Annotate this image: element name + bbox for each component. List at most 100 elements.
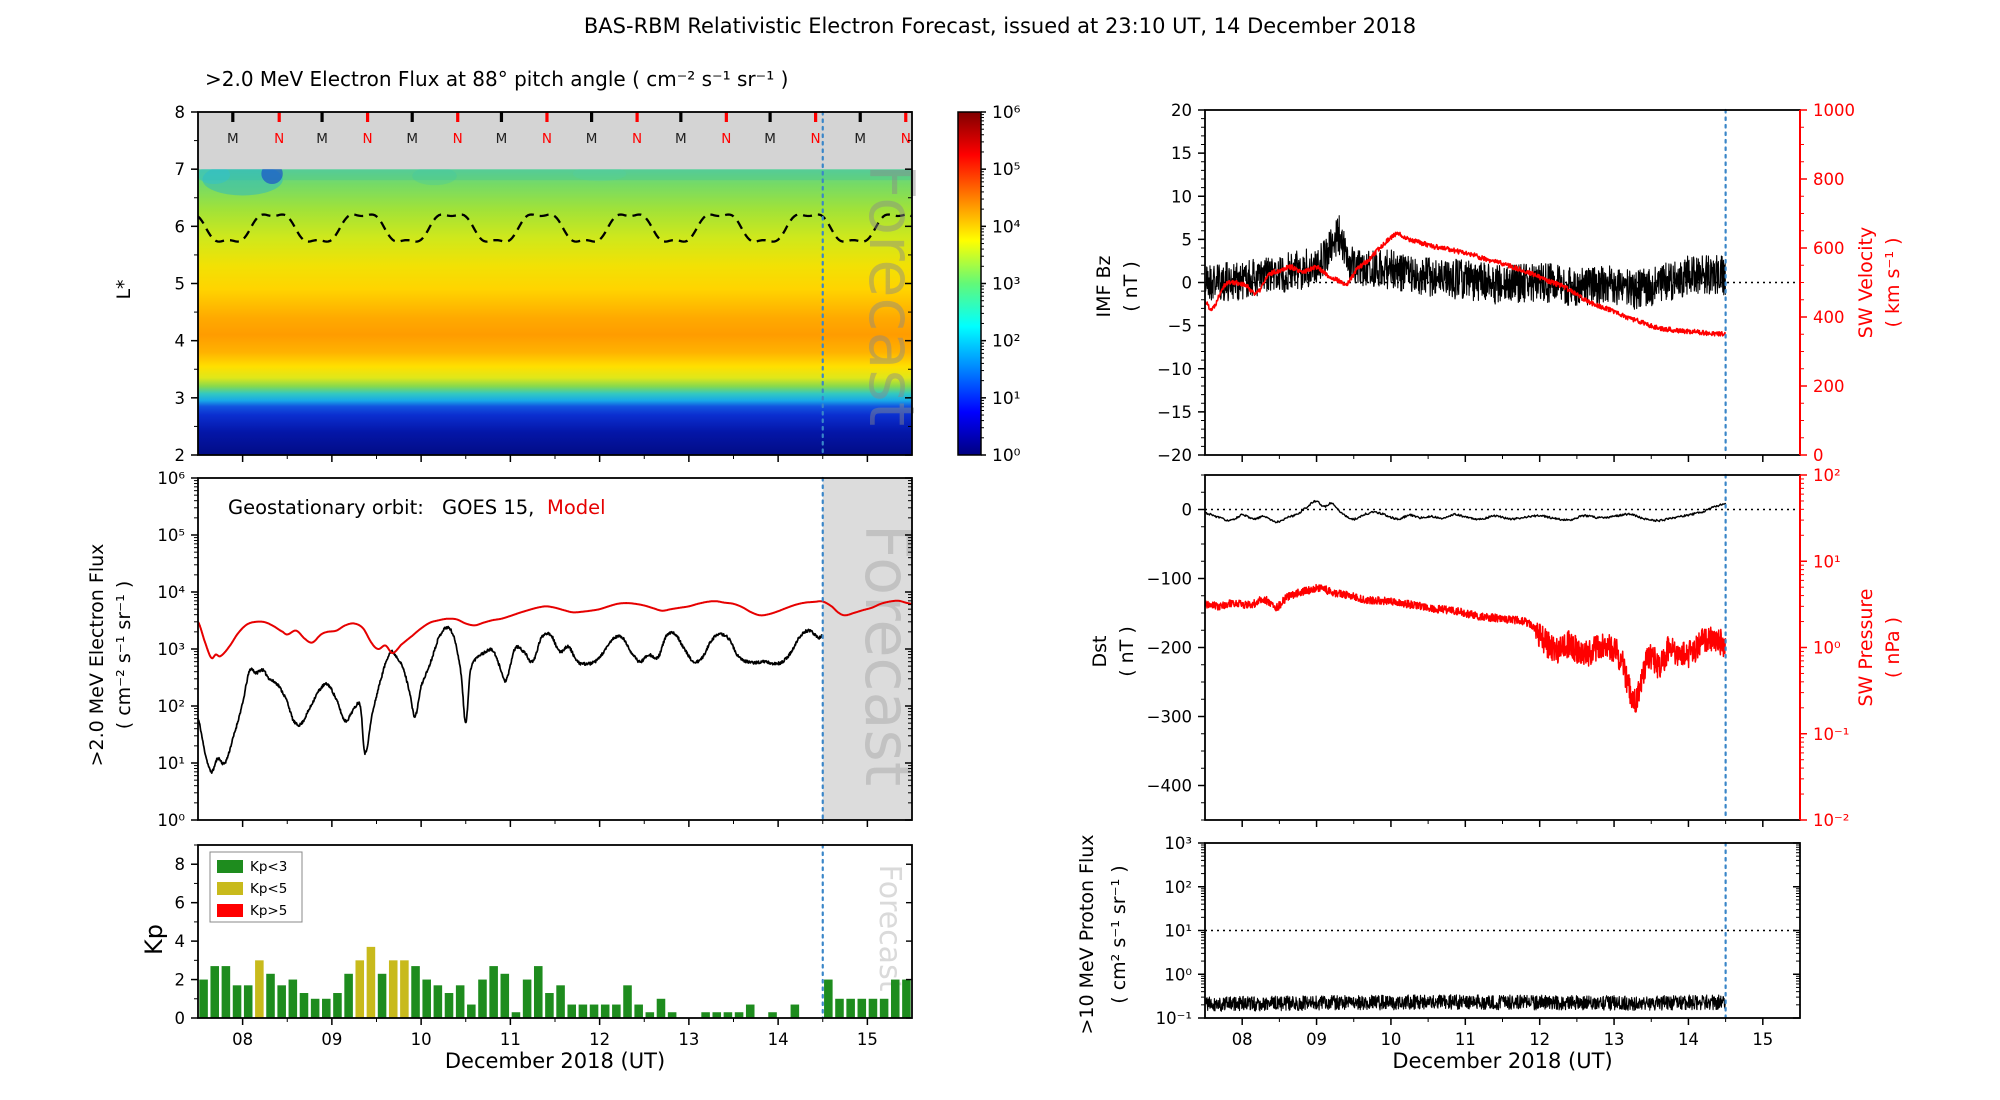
noon-label: M <box>675 131 687 147</box>
y-tick-label: 4 <box>175 932 186 951</box>
rect <box>377 973 387 1018</box>
rect <box>822 478 912 820</box>
y-tick-label: 10⁰ <box>1164 965 1192 984</box>
heatmap-blob <box>412 166 457 186</box>
rect <box>243 985 253 1018</box>
rect <box>255 960 264 1018</box>
y-tick-label: 10³ <box>157 640 185 659</box>
colorbar-tick-label: 10³ <box>992 275 1020 295</box>
x-tick-label: 10 <box>1380 1030 1401 1049</box>
rect <box>277 985 286 1018</box>
y-tick-label: 10³ <box>1164 834 1192 853</box>
rect <box>199 979 208 1018</box>
annotation-model: Model <box>547 496 606 519</box>
rect <box>645 1012 655 1018</box>
rect <box>846 998 855 1018</box>
y-tick-label: 10⁴ <box>157 583 185 602</box>
rect <box>634 1004 643 1018</box>
rect <box>266 973 275 1018</box>
panel-electron-flux: Forecast 10⁶ 10⁵ 10⁴ 10³ 10² 10¹ 10⁰ >2.0 MeV El… <box>86 469 924 830</box>
y-tick-label: 4 <box>175 332 186 351</box>
rect <box>217 882 243 895</box>
midnight-label: N <box>901 131 911 147</box>
midnight-label: N <box>721 131 731 147</box>
series-model <box>198 599 912 660</box>
x-tick-label: 15 <box>857 1030 878 1049</box>
rect <box>400 960 409 1018</box>
y-tick-label: 2 <box>175 971 186 990</box>
legend-label: Kp>5 <box>250 903 287 919</box>
y-tick-label: 10⁻¹ <box>1813 725 1849 744</box>
colorbar: 10⁶ 10⁵ 10⁴ 10³ 10² 10¹ 10⁰ <box>957 103 1021 466</box>
y-tick-label: −400 <box>1147 777 1192 796</box>
rect <box>790 1004 800 1018</box>
panel-spectrogram: M M M M M M M M N N N N N N N N Forecast 8 7 6 5 4 3 2 L* >2.0 Me… <box>113 67 928 465</box>
rect <box>745 1004 755 1018</box>
rect <box>455 985 465 1018</box>
panel-imf-sw: 20 15 10 5 0 −5 −10 −15 −20 1000 800 600 400 200 0 IMF … <box>1093 101 1904 465</box>
noon-label: M <box>854 131 866 147</box>
series-dst <box>1205 499 1727 524</box>
y-tick-label: 5 <box>1182 230 1193 249</box>
colorbar-tick-label: 10² <box>992 332 1020 352</box>
x-tick-label: 11 <box>1455 1030 1476 1049</box>
y-tick-label: 7 <box>175 160 186 179</box>
rect <box>333 993 342 1018</box>
legend-label: Kp<3 <box>250 859 287 875</box>
rect <box>890 979 900 1018</box>
series-goes-15 <box>198 625 824 774</box>
y-tick-label: −20 <box>1157 446 1192 465</box>
rect <box>322 998 331 1018</box>
y-tick-label: 2 <box>175 446 186 465</box>
x-tick-label: 11 <box>500 1030 521 1049</box>
noon-label: M <box>406 131 418 147</box>
rect <box>198 112 912 170</box>
spectrogram-title: >2.0 MeV Electron Flux at 88° pitch angl… <box>205 67 788 91</box>
midnight-label: N <box>632 131 642 147</box>
y-tick-label: 10⁵ <box>157 526 185 545</box>
y-tick-label: 10 <box>1171 187 1192 206</box>
eflux-ylabel-1: >2.0 MeV Electron Flux <box>86 544 108 767</box>
x-tick-label: 14 <box>1678 1030 1699 1049</box>
rect <box>388 960 398 1018</box>
noon-label: M <box>227 131 239 147</box>
y-tick-label: 10⁻¹ <box>1156 1009 1192 1028</box>
x-tick-label: 12 <box>589 1030 610 1049</box>
x-tick-label: 13 <box>678 1030 699 1049</box>
colorbar-tick-label: 10⁰ <box>992 446 1021 466</box>
rect <box>656 998 666 1018</box>
rect <box>411 966 420 1018</box>
rect <box>511 1012 521 1018</box>
x-tick-label: 13 <box>1604 1030 1625 1049</box>
rect <box>723 1012 733 1018</box>
rect <box>366 946 376 1018</box>
colorbar-tick-label: 10⁵ <box>992 160 1020 180</box>
rect <box>198 169 912 455</box>
spectrogram-ylabel: L* <box>113 279 135 299</box>
y-tick-label: −200 <box>1147 639 1192 658</box>
pressure-ylabel-1: SW Pressure <box>1855 588 1877 706</box>
rect <box>489 966 498 1018</box>
x-tick-label: 08 <box>232 1030 253 1049</box>
x-tick-label: 14 <box>768 1030 789 1049</box>
y-tick-label: 800 <box>1813 170 1845 189</box>
rect <box>467 1004 476 1018</box>
colorbar-tick-label: 10⁶ <box>992 103 1021 123</box>
rect <box>288 979 298 1018</box>
series--10-mev-proton-flux <box>1205 994 1726 1012</box>
rect <box>217 860 243 873</box>
y-tick-label: 20 <box>1171 101 1192 120</box>
y-tick-label: 6 <box>175 217 186 236</box>
rect <box>478 979 487 1018</box>
y-tick-label: 6 <box>175 894 186 913</box>
noon-label: M <box>316 131 328 147</box>
y-tick-label: 10² <box>1164 878 1192 897</box>
plasmapause-line <box>198 213 912 243</box>
rect <box>712 1012 722 1018</box>
rect <box>355 960 365 1018</box>
rect <box>589 1004 599 1018</box>
rect <box>344 973 353 1018</box>
x-tick-label: 09 <box>321 1030 342 1049</box>
x-tick-label: 15 <box>1752 1030 1773 1049</box>
